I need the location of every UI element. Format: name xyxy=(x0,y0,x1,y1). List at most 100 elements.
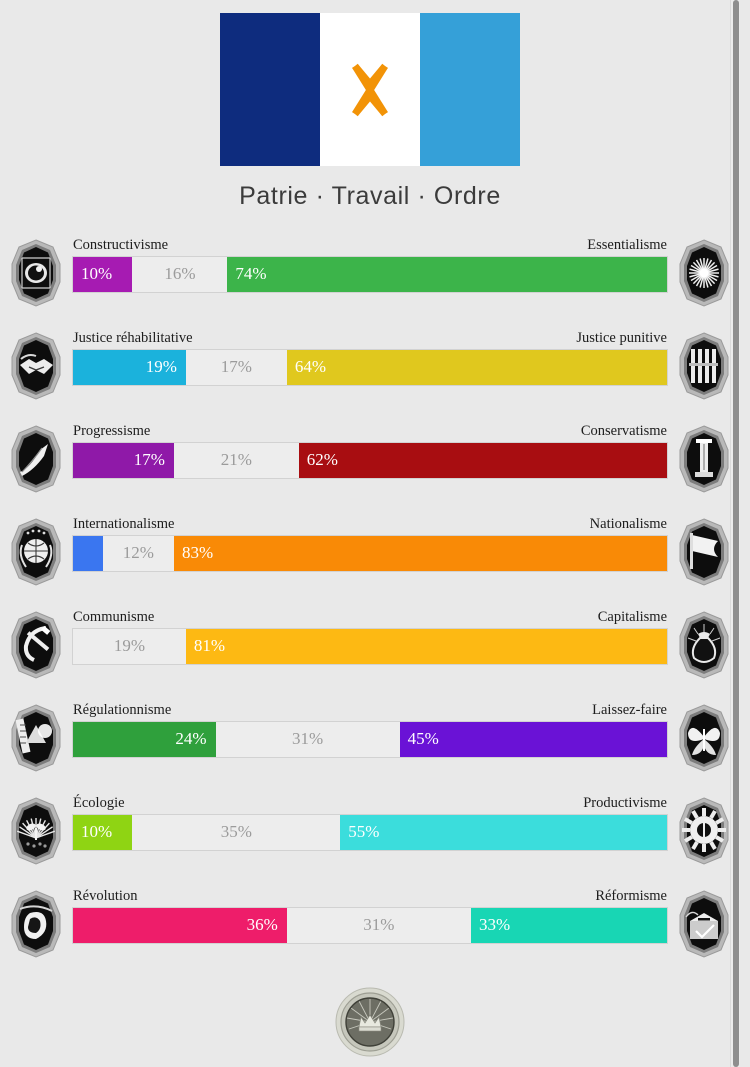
axis-left-segment: 10% xyxy=(73,814,133,850)
axis-row: Communisme Capitalisme 19% 81% xyxy=(0,599,740,692)
axis-labels: Communisme Capitalisme xyxy=(73,609,667,625)
hourglass-cross-emblem xyxy=(352,63,388,116)
axis-body: Communisme Capitalisme 19% 81% xyxy=(63,608,677,684)
political-axes-list: Constructivisme Essentialisme 10% 16% 74% Jus… xyxy=(0,227,740,971)
axis-neutral-segment: 35% xyxy=(132,814,341,850)
butterfly-icon xyxy=(668,701,740,777)
flag-container xyxy=(0,0,740,166)
axis-row: Justice réhabilitative Justice punitive 19… xyxy=(0,320,740,413)
axis-left-label: Progressisme xyxy=(73,422,151,439)
axis-right-segment: 62% xyxy=(298,442,667,478)
axis-row: Internationalisme Nationalisme 5%12%83% xyxy=(0,506,740,599)
axis-left-label: Justice réhabilitative xyxy=(73,329,193,346)
axis-row: Constructivisme Essentialisme 10% 16% 74% xyxy=(0,227,740,320)
axis-row: Écologie Productivisme 10% 35% 55% xyxy=(0,785,740,878)
axis-row: Révolution Réformisme 36% 31% 33% xyxy=(0,878,740,971)
chrysanthemum-icon xyxy=(668,236,740,312)
axis-left-label: Révolution xyxy=(73,887,138,904)
axis-neutral-segment: 12% xyxy=(102,535,174,571)
axis-neutral-segment: 17% xyxy=(185,349,287,385)
axis-body: Constructivisme Essentialisme 10% 16% 74% xyxy=(63,236,677,312)
comet-icon xyxy=(0,422,72,498)
sprout-icon xyxy=(0,794,72,870)
axis-left-label: Internationalisme xyxy=(73,515,175,532)
axis-body: Justice réhabilitative Justice punitive 19… xyxy=(63,329,677,405)
axis-right-segment: 45% xyxy=(399,721,667,757)
axis-bar: 36% 31% 33% xyxy=(72,906,668,944)
axis-labels: Régulationnisme Laissez-faire xyxy=(73,702,667,718)
page-scrollbar[interactable] xyxy=(730,0,740,1067)
axis-body: Progressisme Conservatisme 17% 21% 62% xyxy=(63,422,677,498)
axis-bar: 24% 31% 45% xyxy=(72,720,668,758)
axis-bar: 5%12%83% xyxy=(72,534,668,572)
axis-left-segment: 19% xyxy=(73,349,186,385)
axis-left-label: Écologie xyxy=(73,794,125,811)
axis-neutral-segment: 16% xyxy=(132,256,228,292)
prison-bars-icon xyxy=(668,329,740,405)
axis-neutral-segment: 31% xyxy=(215,721,400,757)
axis-neutral-segment: 31% xyxy=(286,907,471,943)
axis-labels: Révolution Réformisme xyxy=(73,888,667,904)
column-monument-icon xyxy=(668,422,740,498)
waving-flag-icon xyxy=(668,515,740,591)
axis-left-segment: 10% xyxy=(73,256,133,292)
globe-laurel-icon xyxy=(0,515,72,591)
axis-right-segment: 81% xyxy=(185,628,667,664)
axis-right-segment: 74% xyxy=(227,256,667,292)
axis-labels: Constructivisme Essentialisme xyxy=(73,237,667,253)
axis-row: Régulationnisme Laissez-faire 24% 31% 45% xyxy=(0,692,740,785)
axis-left-segment: 5% xyxy=(73,535,103,571)
axis-bar: 10% 16% 74% xyxy=(72,255,668,293)
axis-left-label: Régulationnisme xyxy=(73,701,172,718)
axis-neutral-segment: 21% xyxy=(173,442,299,478)
eye-shell-icon xyxy=(0,236,72,312)
axis-right-label: Productivisme xyxy=(583,794,667,811)
ruler-shapes-icon xyxy=(0,701,72,777)
national-motto: Patrie · Travail · Ordre xyxy=(239,182,501,210)
axis-right-segment: 55% xyxy=(340,814,667,850)
national-flag xyxy=(220,13,520,166)
axis-row: Progressisme Conservatisme 17% 21% 62% xyxy=(0,413,740,506)
flag-band-white xyxy=(320,13,420,166)
axis-right-segment: 64% xyxy=(286,349,667,385)
axis-right-segment: 83% xyxy=(173,535,667,571)
axis-left-label: Communisme xyxy=(73,608,155,625)
axis-bar: 19% 81% xyxy=(72,627,668,665)
axis-left-segment: 17% xyxy=(73,442,174,478)
axis-labels: Progressisme Conservatisme xyxy=(73,423,667,439)
fist-banner-icon xyxy=(0,887,72,963)
gear-icon xyxy=(668,794,740,870)
flag-band-light-blue xyxy=(420,13,520,166)
footer-seal-container xyxy=(0,987,740,1057)
axis-bar: 17% 21% 62% xyxy=(72,441,668,479)
axis-right-label: Justice punitive xyxy=(576,329,667,346)
axis-body: Internationalisme Nationalisme 5%12%83% xyxy=(63,515,677,591)
axis-neutral-segment: 19% xyxy=(73,628,186,664)
axis-right-label: Essentialisme xyxy=(587,236,667,253)
axis-right-label: Réformisme xyxy=(595,887,667,904)
money-bag-icon xyxy=(668,608,740,684)
axis-body: Régulationnisme Laissez-faire 24% 31% 45% xyxy=(63,701,677,777)
axis-labels: Justice réhabilitative Justice punitive xyxy=(73,330,667,346)
axis-bar: 19% 17% 64% xyxy=(72,348,668,386)
axis-left-label: Constructivisme xyxy=(73,236,169,253)
axis-labels: Écologie Productivisme xyxy=(73,795,667,811)
axis-right-label: Capitalisme xyxy=(597,608,667,625)
scrollbar-thumb[interactable] xyxy=(733,0,739,1067)
axis-body: Révolution Réformisme 36% 31% 33% xyxy=(63,887,677,963)
axis-right-label: Laissez-faire xyxy=(592,701,667,718)
hammer-sickle-icon xyxy=(0,608,72,684)
state-seal-crown xyxy=(335,987,405,1057)
axis-left-segment: 24% xyxy=(73,721,216,757)
flag-band-navy xyxy=(220,13,321,166)
axis-bar: 10% 35% 55% xyxy=(72,813,668,851)
axis-labels: Internationalisme Nationalisme xyxy=(73,516,667,532)
ballot-box-icon xyxy=(668,887,740,963)
axis-right-label: Conservatisme xyxy=(580,422,667,439)
axis-body: Écologie Productivisme 10% 35% 55% xyxy=(63,794,677,870)
axis-left-segment: 36% xyxy=(73,907,287,943)
axis-right-label: Nationalisme xyxy=(589,515,667,532)
axis-right-segment: 33% xyxy=(470,907,667,943)
handshake-icon xyxy=(0,329,72,405)
